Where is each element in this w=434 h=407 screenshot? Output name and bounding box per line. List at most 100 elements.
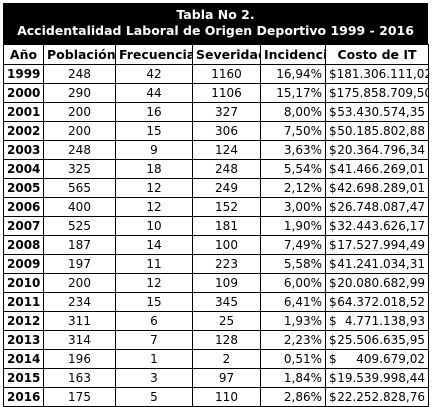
- cell-severidad: 248: [192, 159, 261, 179]
- table-title: Tabla No 2. Accidentalidad Laboral de Or…: [3, 3, 428, 44]
- cell-poblacion: 234: [43, 292, 116, 312]
- cell-costo: $181.306.111,02: [325, 64, 429, 84]
- cell-severidad: 181: [192, 216, 261, 236]
- currency-symbol: $: [329, 352, 337, 366]
- table-row: 1999 248 42 1160 16,94% $181.306.111,02: [3, 64, 429, 84]
- cell-frecuencia: 11: [115, 254, 193, 274]
- currency-symbol: $: [329, 86, 337, 100]
- table-row: 2003 248 9 124 3,63% $20.364.796,34: [3, 140, 429, 160]
- table-row: 2011 234 15 345 6,41% $64.372.018,52: [3, 292, 429, 312]
- cell-severidad: 128: [192, 330, 261, 350]
- table-row: 2009 197 11 223 5,58% $41.241.034,31: [3, 254, 429, 274]
- cell-severidad: 152: [192, 197, 261, 217]
- cell-year: 2015: [3, 368, 44, 388]
- cell-frecuencia: 10: [115, 216, 193, 236]
- currency-symbol: $: [329, 200, 337, 214]
- cost-value: 64.372.018,52: [337, 295, 425, 309]
- table-row: 2000 290 44 1106 15,17% $175.858.709,50: [3, 83, 429, 103]
- cell-poblacion: 248: [43, 140, 116, 160]
- cost-value: 409.679,02: [356, 352, 425, 366]
- table-row: 2010 200 12 109 6,00% $20.080.682,99: [3, 273, 429, 293]
- cell-incidencia: 1,93%: [260, 311, 326, 331]
- cell-costo: $25.506.635,95: [325, 330, 429, 350]
- cell-year: 2003: [3, 140, 44, 160]
- cell-incidencia: 3,00%: [260, 197, 326, 217]
- cell-costo: $41.241.034,31: [325, 254, 429, 274]
- currency-symbol: $: [329, 390, 337, 404]
- cell-poblacion: 325: [43, 159, 116, 179]
- table-row: 2014 196 1 2 0,51% $409.679,02: [3, 349, 429, 369]
- cell-costo: $175.858.709,50: [325, 83, 429, 103]
- table-row: 2007 525 10 181 1,90% $32.443.626,17: [3, 216, 429, 236]
- cell-costo: $26.748.087,47: [325, 197, 429, 217]
- cell-frecuencia: 3: [115, 368, 193, 388]
- cell-incidencia: 2,23%: [260, 330, 326, 350]
- cell-year: 2014: [3, 349, 44, 369]
- cell-costo: $41.466.269,01: [325, 159, 429, 179]
- table-row: 2016 175 5 110 2,86% $22.252.828,76: [3, 387, 429, 407]
- cell-frecuencia: 5: [115, 387, 193, 407]
- cell-year: 2013: [3, 330, 44, 350]
- cell-frecuencia: 7: [115, 330, 193, 350]
- cell-frecuencia: 6: [115, 311, 193, 331]
- currency-symbol: $: [329, 276, 337, 290]
- cell-incidencia: 0,51%: [260, 349, 326, 369]
- cell-poblacion: 525: [43, 216, 116, 236]
- cell-severidad: 1106: [192, 83, 261, 103]
- table-row: 2013 314 7 128 2,23% $25.506.635,95: [3, 330, 429, 350]
- header-row: Año Población Frecuencia Severidad Incid…: [3, 44, 429, 65]
- data-table: Año Población Frecuencia Severidad Incid…: [3, 44, 429, 407]
- cell-year: 2004: [3, 159, 44, 179]
- currency-symbol: $: [329, 295, 337, 309]
- cell-incidencia: 15,17%: [260, 83, 326, 103]
- header-frecuencia: Frecuencia: [115, 44, 193, 65]
- cell-costo: $19.539.998,44: [325, 368, 429, 388]
- currency-symbol: $: [329, 124, 337, 138]
- cell-poblacion: 311: [43, 311, 116, 331]
- cell-year: 1999: [3, 64, 44, 84]
- cell-incidencia: 8,00%: [260, 102, 326, 122]
- currency-symbol: $: [329, 143, 337, 157]
- cell-severidad: 1160: [192, 64, 261, 84]
- cell-year: 2005: [3, 178, 44, 198]
- cost-value: 41.466.269,01: [337, 162, 425, 176]
- cell-poblacion: 200: [43, 273, 116, 293]
- cell-frecuencia: 1: [115, 349, 193, 369]
- table-row: 2004 325 18 248 5,54% $41.466.269,01: [3, 159, 429, 179]
- cell-year: 2008: [3, 235, 44, 255]
- cell-poblacion: 400: [43, 197, 116, 217]
- currency-symbol: $: [329, 67, 337, 81]
- cell-year: 2012: [3, 311, 44, 331]
- cell-incidencia: 2,12%: [260, 178, 326, 198]
- cost-value: 25.506.635,95: [337, 333, 425, 347]
- cell-severidad: 223: [192, 254, 261, 274]
- currency-symbol: $: [329, 181, 337, 195]
- cost-value: 53.430.574,35: [337, 105, 425, 119]
- cost-value: 50.185.802,88: [337, 124, 425, 138]
- cost-value: 20.364.796,34: [337, 143, 425, 157]
- cell-poblacion: 200: [43, 102, 116, 122]
- cell-frecuencia: 44: [115, 83, 193, 103]
- table-container: Tabla No 2. Accidentalidad Laboral de Or…: [3, 3, 429, 407]
- cell-incidencia: 2,86%: [260, 387, 326, 407]
- cost-value: 32.443.626,17: [337, 219, 425, 233]
- cell-year: 2009: [3, 254, 44, 274]
- cell-frecuencia: 18: [115, 159, 193, 179]
- table-row: 2002 200 15 306 7,50% $50.185.802,88: [3, 121, 429, 141]
- cell-costo: $32.443.626,17: [325, 216, 429, 236]
- cell-incidencia: 1,84%: [260, 368, 326, 388]
- table-number: Tabla No 2.: [176, 7, 255, 22]
- cell-frecuencia: 15: [115, 292, 193, 312]
- cell-severidad: 306: [192, 121, 261, 141]
- header-poblacion: Población: [43, 44, 116, 65]
- cell-incidencia: 16,94%: [260, 64, 326, 84]
- cell-severidad: 2: [192, 349, 261, 369]
- cell-year: 2001: [3, 102, 44, 122]
- cell-incidencia: 5,58%: [260, 254, 326, 274]
- cell-costo: $409.679,02: [325, 349, 429, 369]
- currency-symbol: $: [329, 314, 337, 328]
- table-row: 2006 400 12 152 3,00% $26.748.087,47: [3, 197, 429, 217]
- cell-poblacion: 290: [43, 83, 116, 103]
- cost-value: 26.748.087,47: [337, 200, 425, 214]
- cell-frecuencia: 12: [115, 197, 193, 217]
